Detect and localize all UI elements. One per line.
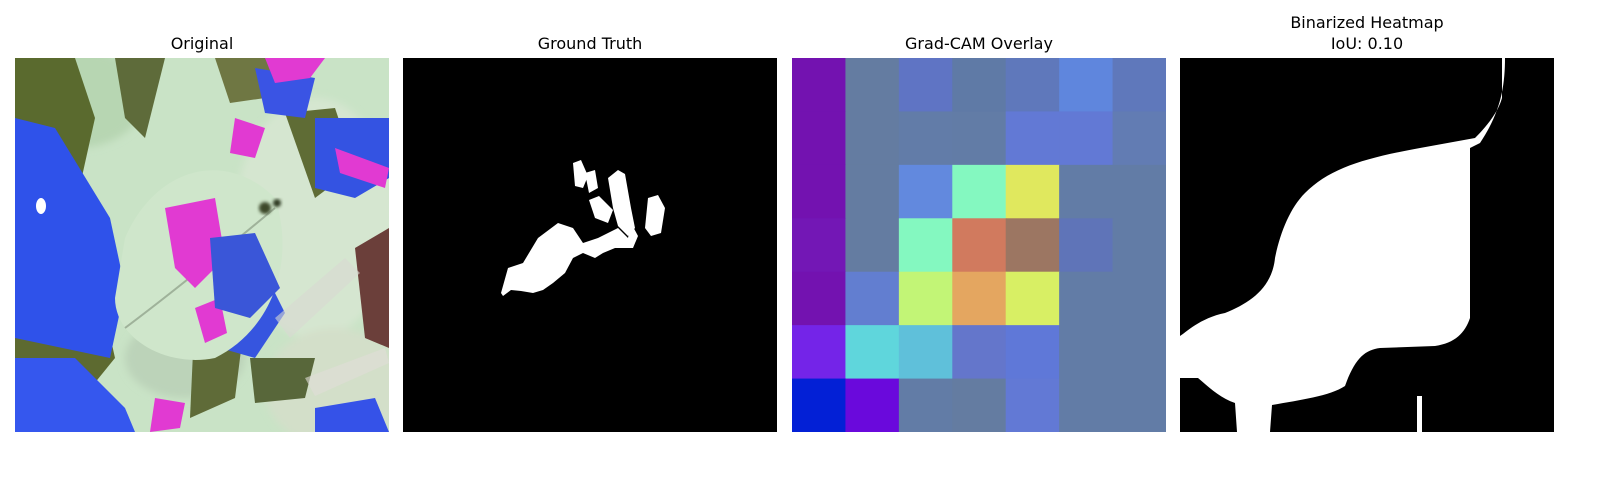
heatmap-cell [898, 218, 953, 273]
heatmap-cell [1112, 271, 1166, 326]
heatmap-cell [845, 378, 900, 432]
heatmap-cell [845, 58, 900, 113]
heatmap-cell [1005, 325, 1060, 380]
heatmap-cell [1005, 218, 1060, 273]
panel-title: Ground Truth [537, 34, 643, 53]
heatmap-cell [952, 378, 1007, 432]
heatmap-cell [792, 58, 847, 113]
heatmap-cell [792, 218, 847, 273]
heatmap-cell [898, 378, 953, 432]
ground-truth-panel: Ground Truth [403, 0, 777, 440]
heatmap-cell [952, 164, 1007, 219]
panel-title: Binarized Heatmap [1290, 13, 1444, 32]
heatmap-cell [898, 325, 953, 380]
heatmap-cell [792, 378, 847, 432]
heatmap-cell [1112, 111, 1166, 166]
iou-label: IoU: 0.10 [1330, 34, 1404, 53]
heatmap-cell [952, 58, 1007, 113]
binarized-panel: Binarized Heatmap IoU: 0.10 [1180, 0, 1554, 440]
heatmap-cell [1059, 378, 1114, 432]
heatmap-cell [952, 325, 1007, 380]
heatmap-cell [1112, 218, 1166, 273]
heatmap-cell [1005, 58, 1060, 113]
ground-truth-mask [403, 58, 777, 432]
heatmap-cell [1112, 58, 1166, 113]
heatmap-cell [1005, 111, 1060, 166]
heatmap-cell [1059, 111, 1114, 166]
heatmap-cell [1005, 378, 1060, 432]
heatmap-cell [845, 271, 900, 326]
heatmap-cell [898, 111, 953, 166]
heatmap-cell [1005, 164, 1060, 219]
heatmap-cell [792, 111, 847, 166]
heatmap-cell [845, 111, 900, 166]
panel-title: Grad-CAM Overlay [905, 34, 1053, 53]
heatmap-cell [1112, 378, 1166, 432]
heatmap-cell [845, 164, 900, 219]
original-image [15, 58, 389, 432]
heatmap-cell [1112, 325, 1166, 380]
heatmap-cell [845, 325, 900, 380]
heatmap-cell [952, 271, 1007, 326]
heatmap-cell [1059, 58, 1114, 113]
heatmap-cell [952, 111, 1007, 166]
heatmap-cell [845, 218, 900, 273]
gradcam-panel: Grad-CAM Overlay [792, 0, 1166, 440]
binarized-heatmap [1180, 58, 1554, 432]
heatmap-cell [952, 218, 1007, 273]
original-panel: Original [15, 0, 389, 440]
heatmap-cell [1059, 164, 1114, 219]
heatmap-cell [792, 164, 847, 219]
gradcam-overlay [792, 58, 1166, 432]
heatmap-cell [1059, 271, 1114, 326]
heatmap-cell [1112, 164, 1166, 219]
heatmap-cell [1059, 325, 1114, 380]
heatmap-cell [1005, 271, 1060, 326]
heatmap-cell [898, 271, 953, 326]
panel-title: Original [170, 34, 234, 53]
heatmap-cell [898, 58, 953, 113]
heatmap-cell [792, 325, 847, 380]
heatmap-cell [1059, 218, 1114, 273]
heatmap-cell [792, 271, 847, 326]
heatmap-cell [898, 164, 953, 219]
